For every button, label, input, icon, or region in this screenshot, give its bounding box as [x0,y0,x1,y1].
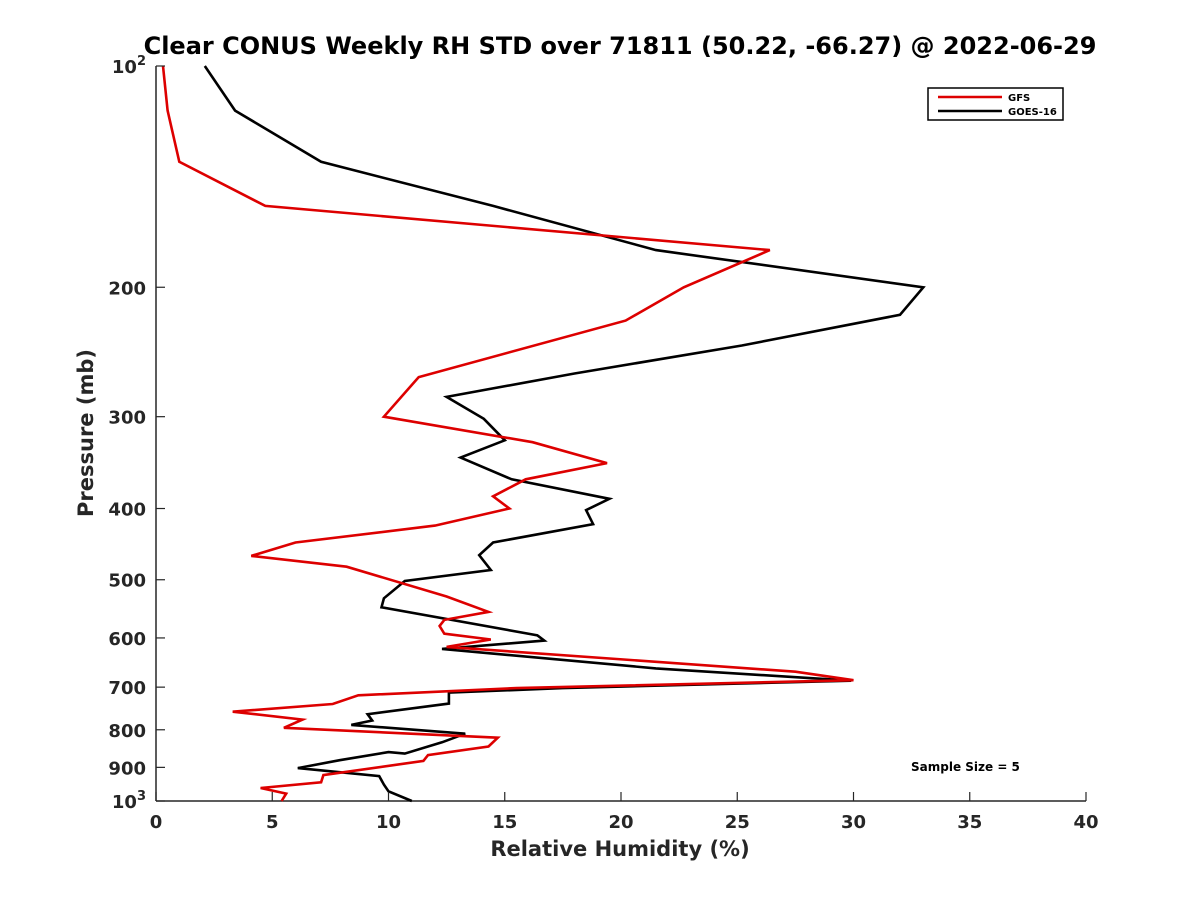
series-line-gfs [161,65,854,802]
y-tick-label: 200 [108,278,146,299]
y-tick-label: 700 [108,678,146,699]
y-tick-label: 500 [108,571,146,592]
x-tick-label: 0 [150,812,163,833]
y-tick-label: 103 [112,789,146,813]
x-tick-label: 40 [1073,812,1098,833]
x-tick-label: 35 [957,812,982,833]
x-axis-label: Relative Humidity (%) [490,837,749,861]
legend-box [927,87,1064,121]
y-axis: 102 200 300 400 500 600 700 800 900 103 [108,54,165,813]
series-layer [161,65,926,803]
x-tick-label: 30 [841,812,866,833]
sample-size-annotation: Sample Size = 5 [911,760,1020,774]
y-tick-label: 400 [108,500,146,521]
y-axis-label: Pressure (mb) [74,349,98,517]
x-tick-label: 15 [492,812,517,833]
legend-label: GFS [1008,93,1030,104]
y-tick-label: 800 [108,721,146,742]
x-tick-label: 25 [725,812,750,833]
y-tick-label: 900 [108,758,146,779]
x-tick-label: 20 [608,812,633,833]
y-tick-label: 102 [112,54,146,78]
x-tick-label: 10 [376,812,401,833]
legend-label: GOES-16 [1008,107,1057,118]
y-tick-label: 300 [108,408,146,429]
x-tick-label: 5 [266,812,279,833]
chart-title: Clear CONUS Weekly RH STD over 71811 (50… [144,32,1097,60]
legend: GFS GOES-16 [927,87,1064,121]
plot-frame [155,66,1086,802]
y-tick-label: 600 [108,629,146,650]
x-axis: 0 5 10 15 20 25 30 35 40 [150,792,1099,833]
series-line-goes-16 [203,65,926,803]
